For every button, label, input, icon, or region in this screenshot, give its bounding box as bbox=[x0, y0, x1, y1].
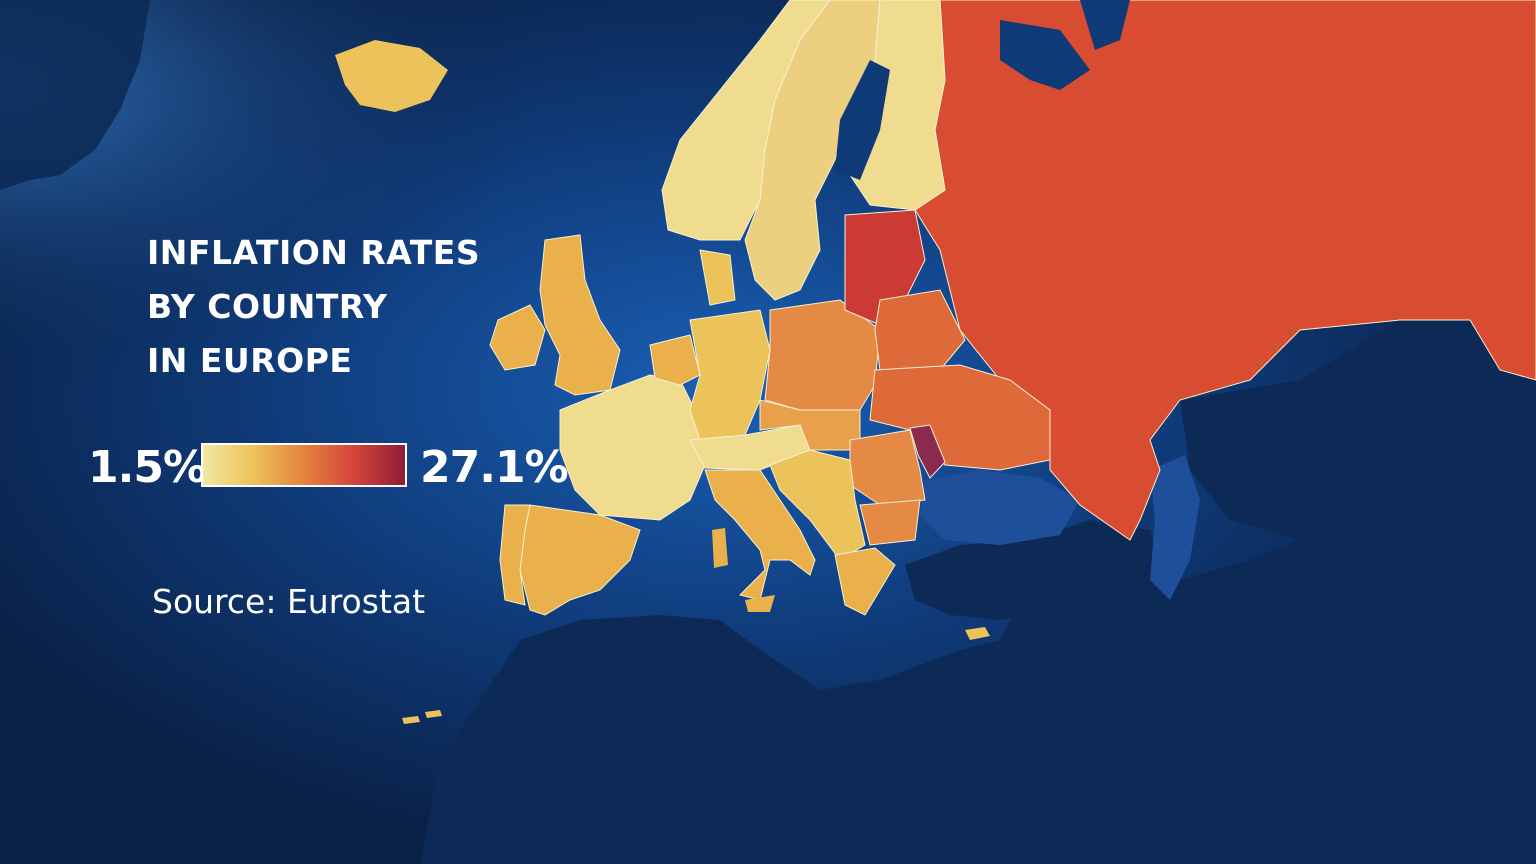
region-benelux bbox=[649, 334, 701, 386]
region-cyprus bbox=[965, 627, 990, 640]
legend-gradient-bar bbox=[201, 443, 407, 487]
region-ukraine bbox=[869, 364, 1051, 471]
region-bulgaria bbox=[859, 499, 921, 546]
region-moldova bbox=[909, 424, 946, 479]
north-africa-middle-east bbox=[420, 380, 1536, 864]
title-line-3: IN EUROPE bbox=[147, 341, 353, 380]
legend-min-label: 1.5% bbox=[88, 442, 207, 493]
black-sea bbox=[920, 470, 1080, 545]
kazakhstan bbox=[1180, 320, 1536, 560]
region-canary-islands bbox=[402, 710, 442, 724]
turkey bbox=[905, 520, 1165, 620]
title-line-1: INFLATION RATES bbox=[147, 233, 481, 272]
region-france bbox=[559, 374, 706, 521]
region-uk bbox=[539, 234, 621, 396]
arctic-inlet bbox=[1080, 0, 1130, 50]
region-balkans bbox=[769, 449, 866, 561]
region-denmark bbox=[699, 249, 736, 306]
region-italy bbox=[704, 469, 816, 601]
gulf-of-bothnia bbox=[835, 60, 890, 180]
region-iceland bbox=[335, 40, 448, 112]
region-greece bbox=[834, 547, 896, 616]
caspian-sea bbox=[1150, 455, 1200, 600]
map-title: INFLATION RATES BY COUNTRY IN EUROPE bbox=[147, 226, 480, 388]
title-line-2: BY COUNTRY bbox=[147, 287, 388, 326]
white-sea bbox=[1000, 20, 1090, 90]
region-sicily bbox=[745, 595, 775, 612]
source-label: Source: Eurostat bbox=[152, 582, 426, 621]
region-ireland bbox=[489, 304, 546, 371]
region-sardinia bbox=[712, 528, 728, 568]
greenland bbox=[0, 0, 150, 190]
region-czech-slovakia-hungary bbox=[759, 399, 861, 451]
legend-max-label: 27.1% bbox=[420, 442, 569, 493]
region-portugal bbox=[499, 504, 531, 606]
